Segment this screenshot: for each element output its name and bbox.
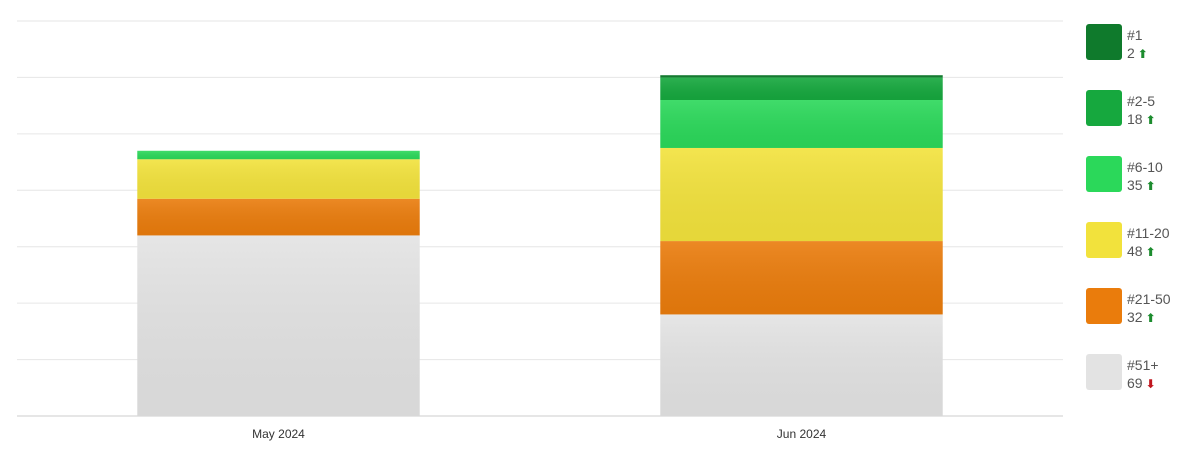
- legend-count-value: 48: [1127, 243, 1143, 259]
- legend-count: 69 ⬇: [1127, 375, 1156, 392]
- legend-count-value: 35: [1127, 177, 1143, 193]
- arrow-up-icon: ⬆: [1145, 113, 1156, 127]
- arrow-up-icon: ⬆: [1145, 311, 1156, 325]
- legend-item[interactable]: #51+ 69 ⬇: [1086, 354, 1196, 420]
- legend-count: 18 ⬆: [1127, 111, 1156, 128]
- legend-count-value: 18: [1127, 111, 1143, 127]
- legend-item[interactable]: #21-50 32 ⬆: [1086, 288, 1196, 354]
- legend-label: #11-20: [1127, 225, 1170, 241]
- legend-count-value: 32: [1127, 309, 1143, 325]
- bar-segment-shade: [137, 150, 420, 160]
- legend-swatch: [1086, 156, 1122, 192]
- legend-item[interactable]: #11-20 48 ⬆: [1086, 222, 1196, 288]
- x-axis: May 2024 Jun 2024: [252, 427, 826, 441]
- legend-label: #6-10: [1127, 159, 1163, 175]
- legend-count: 32 ⬆: [1127, 309, 1156, 326]
- legend-label: #1: [1127, 27, 1143, 43]
- legend-label: #2-5: [1127, 93, 1156, 109]
- x-tick-label: May 2024: [252, 427, 305, 441]
- legend-swatch: [1086, 24, 1122, 60]
- legend-item[interactable]: #2-5 18 ⬆: [1086, 90, 1196, 156]
- legend-label: #51+: [1127, 357, 1159, 373]
- legend-swatch: [1086, 222, 1122, 258]
- bars: [137, 75, 943, 416]
- legend-label: #21-50: [1127, 291, 1171, 307]
- legend-swatch: [1086, 288, 1122, 324]
- arrow-up-icon: ⬆: [1145, 179, 1156, 193]
- bar-segment-shade: [660, 75, 943, 78]
- legend-swatch: [1086, 354, 1122, 390]
- legend-count-value: 69: [1127, 375, 1143, 391]
- legend-count: 35 ⬆: [1127, 177, 1156, 194]
- arrow-down-icon: ⬇: [1145, 377, 1156, 391]
- legend: #1 2 ⬆ #2-5 18 ⬆ #6-10 35 ⬆ #11-20 48 ⬆ #21-50 32 ⬆ #51…: [1086, 24, 1196, 420]
- legend-count: 48 ⬆: [1127, 243, 1156, 260]
- bar-segment-shade: [137, 235, 420, 416]
- legend-item[interactable]: #1 2 ⬆: [1086, 24, 1196, 90]
- bar-segment-shade: [660, 241, 943, 315]
- legend-count-value: 2: [1127, 45, 1135, 61]
- arrow-up-icon: ⬆: [1145, 245, 1156, 259]
- bar-segment-shade: [137, 159, 420, 199]
- arrow-up-icon: ⬆: [1137, 47, 1148, 61]
- bar-segment-shade: [660, 314, 943, 416]
- legend-item[interactable]: #6-10 35 ⬆: [1086, 156, 1196, 222]
- bar-segment-shade: [660, 100, 943, 148]
- legend-count: 2 ⬆: [1127, 45, 1148, 62]
- x-tick-label: Jun 2024: [777, 427, 827, 441]
- bar-segment-shade: [660, 77, 943, 100]
- bar-segment-shade: [137, 198, 420, 236]
- ranking-distribution-chart: May 2024 Jun 2024: [17, 20, 1063, 441]
- legend-swatch: [1086, 90, 1122, 126]
- bar-segment-shade: [660, 147, 943, 242]
